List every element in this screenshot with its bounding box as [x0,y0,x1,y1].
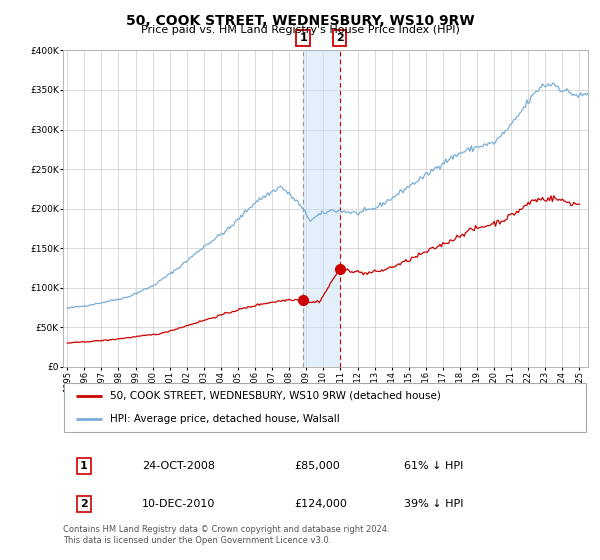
Text: HPI: Average price, detached house, Walsall: HPI: Average price, detached house, Wals… [110,414,340,424]
Text: 39% ↓ HPI: 39% ↓ HPI [404,499,464,509]
Text: Contains HM Land Registry data © Crown copyright and database right 2024.
This d: Contains HM Land Registry data © Crown c… [63,525,389,545]
Text: £124,000: £124,000 [294,499,347,509]
Text: 2: 2 [80,499,88,509]
FancyBboxPatch shape [64,383,586,432]
Text: 2: 2 [335,32,343,43]
Text: 1: 1 [299,32,307,43]
Text: Price paid vs. HM Land Registry's House Price Index (HPI): Price paid vs. HM Land Registry's House … [140,25,460,35]
Text: 10-DEC-2010: 10-DEC-2010 [142,499,215,509]
Text: 24-OCT-2008: 24-OCT-2008 [142,461,215,472]
Text: 1: 1 [80,461,88,472]
Text: 50, COOK STREET, WEDNESBURY, WS10 9RW: 50, COOK STREET, WEDNESBURY, WS10 9RW [125,14,475,28]
Text: 50, COOK STREET, WEDNESBURY, WS10 9RW (detached house): 50, COOK STREET, WEDNESBURY, WS10 9RW (d… [110,391,441,401]
Text: 61% ↓ HPI: 61% ↓ HPI [404,461,464,472]
Text: £85,000: £85,000 [294,461,340,472]
Bar [303,50,340,367]
